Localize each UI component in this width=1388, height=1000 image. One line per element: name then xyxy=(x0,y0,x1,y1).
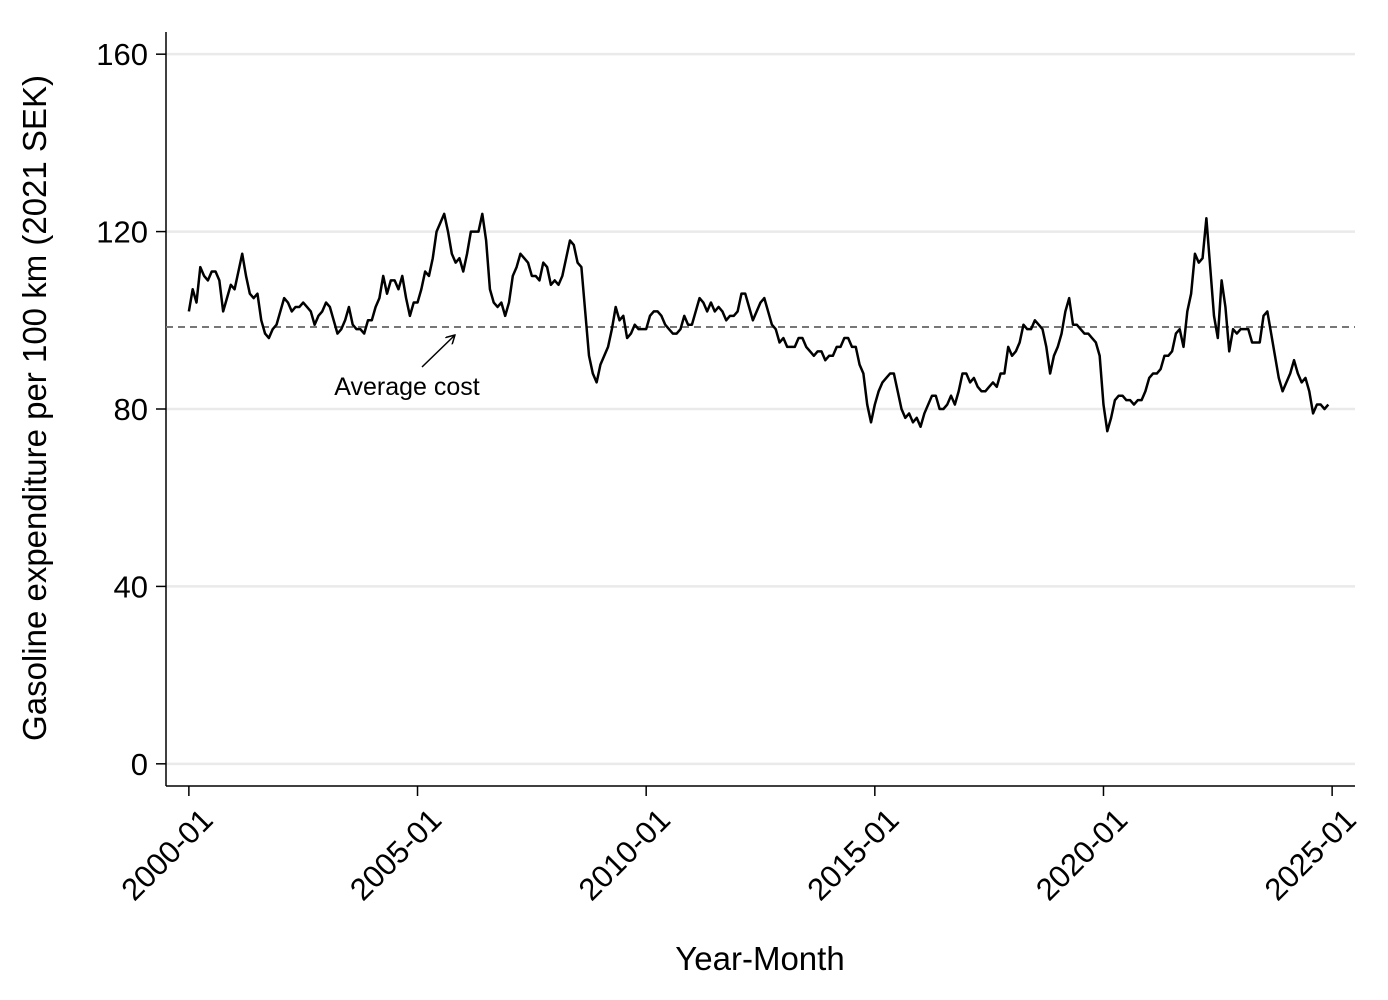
y-tick-label: 0 xyxy=(131,747,148,782)
annotation: Average cost xyxy=(334,373,480,401)
y-axis-title: Gasoline expenditure per 100 km (2021 SE… xyxy=(16,75,53,741)
annotation-arrow xyxy=(421,335,455,368)
x-axis-title: Year-Month xyxy=(675,940,844,977)
y-tick-label: 80 xyxy=(114,392,148,427)
y-tick-label: 120 xyxy=(96,215,148,250)
data-line xyxy=(187,212,1330,433)
y-tick-label: 40 xyxy=(114,569,148,604)
y-tick-label: 160 xyxy=(96,37,148,72)
